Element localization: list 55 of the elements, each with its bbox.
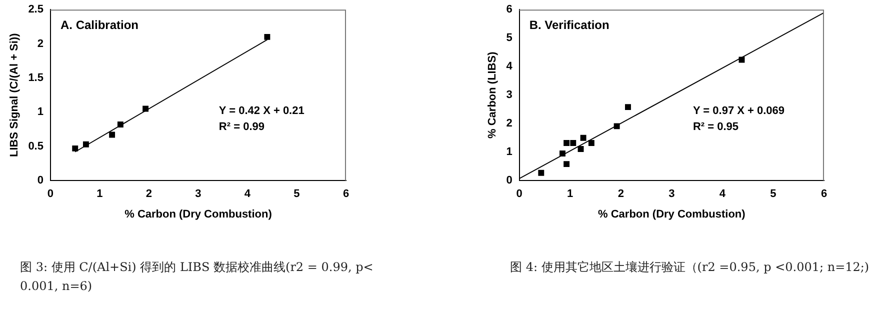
y-tick-label: 1 [37, 106, 44, 118]
point [109, 132, 116, 138]
y-axis-title: LIBS Signal (C/(Al + Si)) [8, 32, 21, 157]
y-tick-label: 5 [506, 32, 512, 44]
point [560, 150, 566, 156]
point [614, 123, 620, 130]
text: A. Calibration [60, 18, 139, 32]
x-tick-label: 4 [244, 188, 252, 200]
y-tick-label: 1 [506, 146, 512, 158]
point [72, 145, 78, 152]
point [564, 161, 570, 168]
y-axis-title: % Carbon (LIBS) [486, 51, 499, 138]
y-tick-label: 0.5 [28, 140, 44, 152]
caption: 图 4: 使用其它地区土壤进行验证（(r2 =0.95, p <0.001; n=12;) [510, 259, 870, 276]
annotation: Y = 0.97 X + 0.069 [692, 104, 785, 117]
y-tick-label: 1.5 [28, 72, 44, 84]
y-tick-label: 2.5 [28, 4, 44, 16]
point [588, 140, 594, 146]
x-tick-label: 0 [47, 188, 54, 200]
point [580, 134, 586, 141]
caption: 图 3: 使用 C/(Al+Si) 得到的 LIBS 数据校准曲线(r2 = 0.99, p< 0.001, n=6) [20, 259, 374, 295]
text: B. Verification [529, 18, 610, 32]
y-tick-label: 0 [37, 174, 44, 187]
point [538, 170, 544, 176]
x-tick-label: 4 [719, 188, 726, 200]
x-axis-title: % Carbon (Dry Combustion) [598, 208, 746, 220]
x-tick-label: 6 [820, 188, 828, 200]
y-tick-label: 2 [506, 118, 512, 130]
annotation: Y = 0.42 X + 0.21 [218, 104, 304, 117]
y-tick-label: 4 [506, 60, 514, 73]
point [82, 141, 89, 148]
x-tick-label: 0 [516, 188, 522, 200]
point [117, 122, 124, 128]
y-tick-label: 3 [506, 89, 512, 102]
x-tick-label: 1 [96, 188, 103, 200]
x-axis-title: % Carbon (Dry Combustion) [124, 208, 272, 220]
point [570, 140, 576, 146]
x-tick-label: 5 [294, 188, 300, 200]
x-tick-label: 2 [146, 188, 152, 200]
x-tick-label: 3 [195, 188, 202, 200]
point [578, 146, 584, 152]
annotation: R² = 0.95 [692, 120, 739, 133]
point [564, 140, 570, 146]
annotation: R² = 0.99 [218, 120, 264, 133]
point [625, 104, 631, 110]
y-tick-label: 6 [506, 4, 512, 16]
x-tick-label: 2 [618, 188, 624, 200]
point [264, 34, 270, 40]
y-tick-label: 2 [37, 38, 44, 50]
x-tick-label: 1 [567, 188, 574, 200]
x-tick-label: 3 [668, 188, 675, 200]
y-tick-label: 0 [506, 174, 512, 187]
x-tick-label: 6 [342, 188, 350, 200]
x-tick-label: 5 [770, 188, 776, 200]
point [142, 106, 149, 112]
